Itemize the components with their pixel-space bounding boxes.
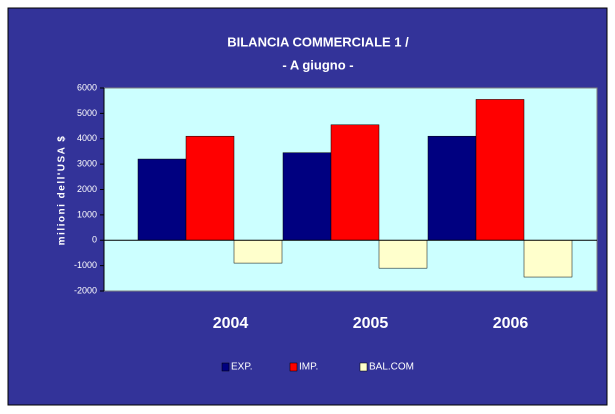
bar	[137, 158, 187, 241]
bar	[185, 135, 235, 241]
chart-subtitle: - A giugno -	[282, 57, 353, 72]
y-tick-label: 4000	[77, 133, 97, 143]
bar	[475, 99, 525, 241]
y-tick-label: 5000	[77, 108, 97, 118]
legend-swatch	[289, 362, 298, 372]
y-tick-label: -1000	[74, 260, 97, 270]
bar	[427, 135, 477, 241]
y-axis-label: milioni dell'USA $	[57, 135, 68, 246]
x-tick-label: 2006	[493, 315, 529, 332]
legend-swatch	[359, 362, 368, 372]
x-tick-label: 2005	[353, 315, 389, 332]
bar	[330, 124, 380, 241]
y-tick-label: 3000	[77, 159, 97, 169]
y-tick-label: 2000	[77, 184, 97, 194]
bar	[523, 240, 573, 278]
y-tick-label: 6000	[77, 82, 97, 92]
x-tick-label: 2004	[213, 315, 249, 332]
chart-title: BILANCIA COMMERCIALE 1 /	[227, 34, 409, 49]
bar	[378, 240, 428, 269]
legend-label: EXP.	[231, 362, 253, 373]
bar	[233, 240, 283, 264]
y-tick-label: -2000	[74, 285, 97, 295]
bar	[282, 152, 332, 241]
legend-label: IMP.	[299, 362, 318, 373]
y-tick-label: 0	[92, 235, 97, 245]
legend-swatch	[221, 362, 230, 372]
y-tick-label: 1000	[77, 209, 97, 219]
legend-label: BAL.COM	[369, 362, 414, 373]
